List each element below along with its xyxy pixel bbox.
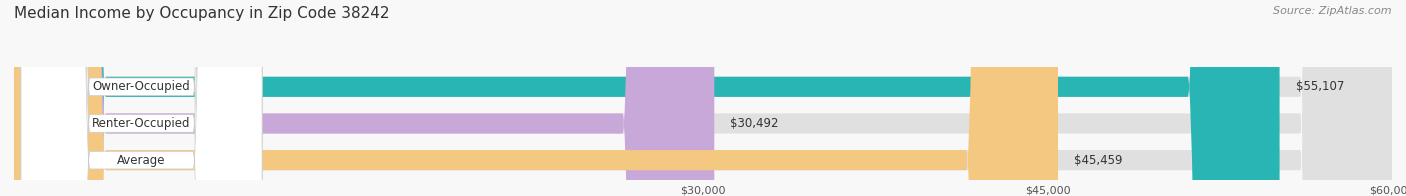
Text: Average: Average (117, 154, 166, 167)
Text: Median Income by Occupancy in Zip Code 38242: Median Income by Occupancy in Zip Code 3… (14, 6, 389, 21)
FancyBboxPatch shape (21, 0, 262, 196)
FancyBboxPatch shape (14, 0, 1392, 196)
Text: Owner-Occupied: Owner-Occupied (93, 80, 190, 93)
FancyBboxPatch shape (14, 0, 714, 196)
FancyBboxPatch shape (21, 0, 262, 196)
FancyBboxPatch shape (14, 0, 1057, 196)
FancyBboxPatch shape (14, 0, 1392, 196)
Text: $45,459: $45,459 (1074, 154, 1122, 167)
FancyBboxPatch shape (21, 0, 262, 196)
Text: Renter-Occupied: Renter-Occupied (93, 117, 191, 130)
Text: Source: ZipAtlas.com: Source: ZipAtlas.com (1274, 6, 1392, 16)
FancyBboxPatch shape (14, 0, 1392, 196)
Text: $30,492: $30,492 (730, 117, 779, 130)
Text: $55,107: $55,107 (1296, 80, 1344, 93)
FancyBboxPatch shape (14, 0, 1279, 196)
